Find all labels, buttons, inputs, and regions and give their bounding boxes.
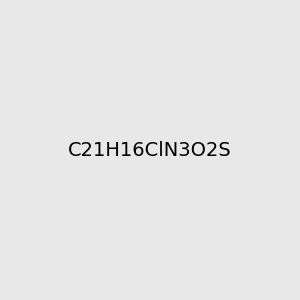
Text: C21H16ClN3O2S: C21H16ClN3O2S [68,140,232,160]
